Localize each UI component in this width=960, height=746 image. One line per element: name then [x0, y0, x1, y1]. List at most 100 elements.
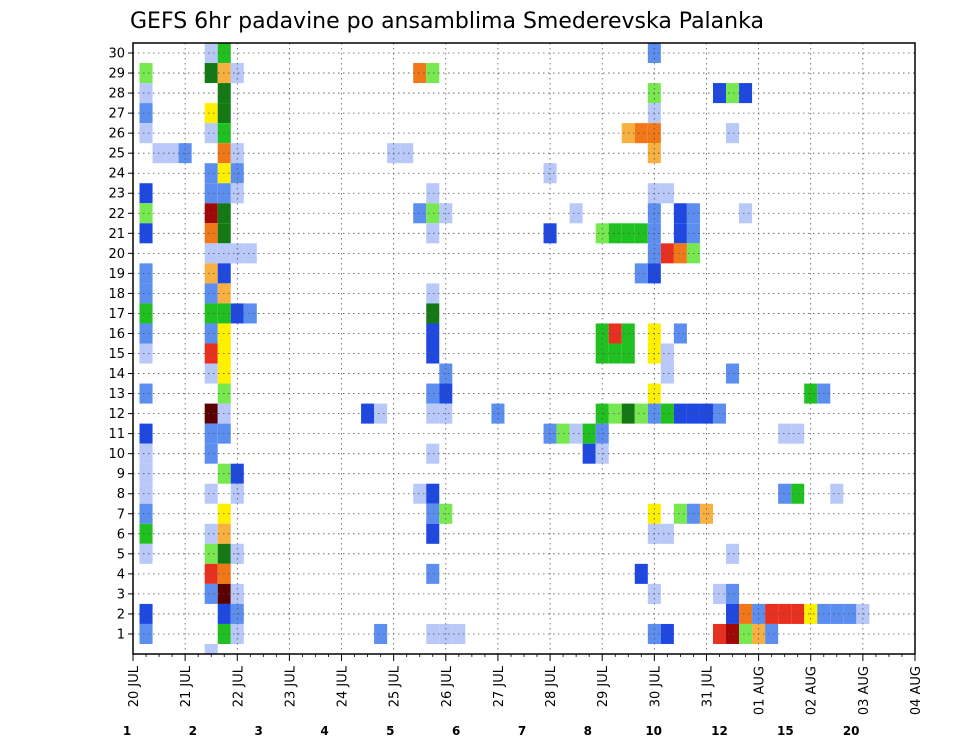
heatmap-cell: [739, 603, 753, 624]
heatmap-cell: [726, 123, 740, 144]
heatmap-cell: [139, 283, 153, 304]
y-tick-label: 23: [108, 187, 125, 202]
heatmap-cell: [608, 403, 622, 424]
y-tick-label: 7: [117, 507, 125, 522]
heatmap-cell: [139, 323, 153, 344]
heatmap-cell: [374, 403, 388, 424]
y-tick-label: 30: [108, 47, 125, 62]
heatmap-cell: [426, 183, 440, 204]
heatmap-cell: [139, 203, 153, 224]
y-tick-label: 2: [117, 607, 125, 622]
heatmap-cell: [660, 523, 674, 544]
x-tick-label: 25 JUL: [388, 665, 403, 707]
y-tick-label: 22: [108, 207, 125, 222]
heatmap-cell: [204, 43, 218, 64]
y-tick-label: 25: [108, 147, 125, 162]
heatmap-cell: [726, 363, 740, 384]
heatmap-cell: [660, 243, 674, 264]
colorbar-label: 7: [518, 724, 526, 738]
heatmap-cell: [139, 543, 153, 564]
heatmap-cell: [204, 283, 218, 304]
x-tick-label: 27 JUL: [492, 665, 507, 707]
heatmap-cell: [374, 623, 388, 644]
heatmap-cell: [426, 383, 440, 404]
heatmap-cell: [791, 603, 805, 624]
heatmap-cell: [426, 503, 440, 524]
colorbar-label: 20: [843, 724, 860, 738]
heatmap-cell: [139, 183, 153, 204]
heatmap-cell: [204, 303, 218, 324]
heatmap-cell: [361, 403, 375, 424]
heatmap-cell: [139, 483, 153, 504]
colorbar-label: 10: [645, 724, 662, 738]
heatmap-cell: [426, 523, 440, 544]
heatmap-cell: [426, 483, 440, 504]
cells-layer: [139, 43, 870, 654]
heatmap-cell: [660, 623, 674, 644]
heatmap-cell: [634, 563, 648, 584]
x-tick-label: 04 AUG: [909, 666, 924, 715]
heatmap-cell: [243, 303, 257, 324]
colorbar-label: 5: [386, 724, 394, 738]
y-tick-label: 28: [108, 87, 125, 102]
heatmap-cell: [139, 103, 153, 124]
heatmap-cell: [204, 63, 218, 84]
heatmap-cell: [204, 163, 218, 184]
heatmap-cell: [426, 283, 440, 304]
x-tick-label: 02 AUG: [805, 666, 820, 715]
heatmap-cell: [673, 223, 687, 244]
heatmap-cell: [726, 623, 740, 644]
heatmap-cell: [204, 583, 218, 604]
y-tick-label: 14: [108, 367, 125, 382]
y-tick-label: 16: [108, 327, 125, 342]
heatmap-cell: [765, 623, 779, 644]
heatmap-cell: [165, 143, 179, 164]
heatmap-cell: [634, 223, 648, 244]
heatmap-cell: [426, 443, 440, 464]
heatmap-cell: [204, 423, 218, 444]
heatmap-cell: [634, 123, 648, 144]
heatmap-cell: [660, 403, 674, 424]
heatmap-cell: [778, 483, 792, 504]
colorbar-label: 8: [584, 724, 592, 738]
y-tick-label: 15: [108, 347, 125, 362]
y-tick-label: 11: [108, 427, 125, 442]
heatmap-cell: [139, 623, 153, 644]
heatmap-cell: [426, 303, 440, 324]
x-tick-label: 03 AUG: [857, 666, 872, 715]
y-axis: 1234567891011121314151617181920212223242…: [108, 47, 133, 642]
y-tick-label: 6: [117, 527, 125, 542]
heatmap-cell: [204, 523, 218, 544]
heatmap-cell: [608, 343, 622, 364]
heatmap-cell: [139, 123, 153, 144]
heatmap-cell: [426, 323, 440, 344]
heatmap-cell: [139, 383, 153, 404]
heatmap-cell: [426, 223, 440, 244]
heatmap-cell: [139, 523, 153, 544]
colorbar-label: 6: [452, 724, 460, 738]
heatmap-cell: [660, 363, 674, 384]
heatmap-cell: [204, 343, 218, 364]
colorbar-label: 15: [777, 724, 794, 738]
heatmap-cell: [204, 323, 218, 344]
y-tick-label: 10: [108, 447, 125, 462]
x-tick-label: 22 JUL: [231, 665, 246, 707]
y-tick-label: 24: [108, 167, 125, 182]
heatmap-cell: [204, 403, 218, 424]
heatmap-cell: [739, 203, 753, 224]
heatmap-cell: [778, 603, 792, 624]
heatmap-cell: [204, 543, 218, 564]
heatmap-cell: [608, 223, 622, 244]
colorbar-label: 1: [123, 724, 131, 738]
x-tick-label: 23 JUL: [283, 665, 298, 707]
heatmap-cell: [426, 563, 440, 584]
heatmap-cell: [608, 323, 622, 344]
heatmap-cell: [426, 63, 440, 84]
colorbar-label: 2: [189, 724, 197, 738]
heatmap-cell: [673, 203, 687, 224]
y-tick-label: 29: [108, 67, 125, 82]
y-tick-label: 12: [108, 407, 125, 422]
x-tick-label: 20 JUL: [127, 665, 142, 707]
heatmap-cell: [139, 423, 153, 444]
x-tick-label: 21 JUL: [179, 665, 194, 707]
